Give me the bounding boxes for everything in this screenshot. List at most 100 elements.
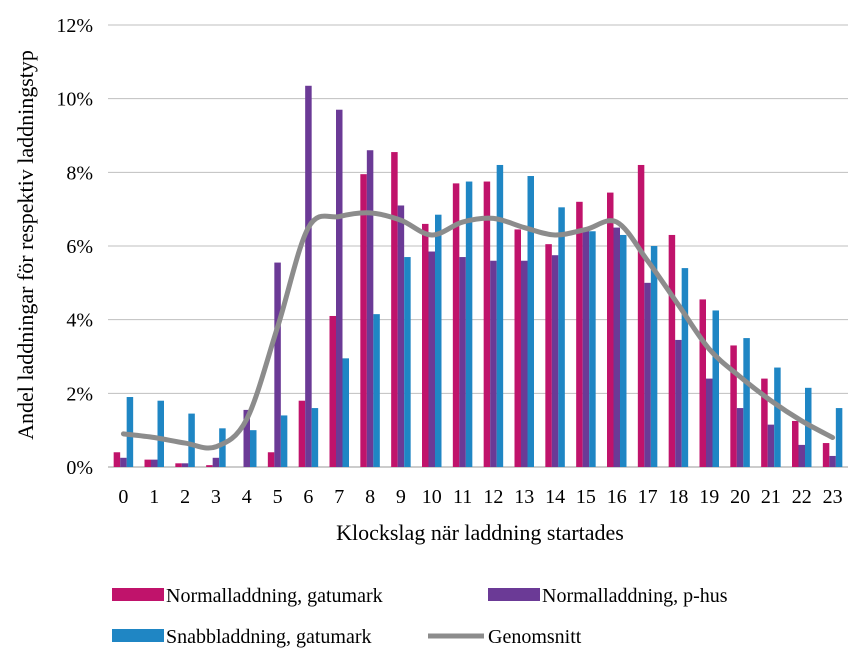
bar	[219, 428, 226, 467]
y-tick-label: 10%	[56, 89, 93, 111]
y-tick-label: 4%	[66, 310, 93, 332]
x-axis-title: Klockslag när laddning startades	[336, 520, 624, 545]
bar	[576, 201, 583, 468]
bar	[736, 408, 744, 467]
y-tick-label: 6%	[66, 236, 93, 258]
bar	[706, 378, 713, 467]
legend-label: Normalladdning, p-hus	[542, 585, 728, 607]
x-tick-label: 23	[823, 486, 843, 508]
bar	[483, 181, 491, 467]
bar	[743, 338, 750, 467]
x-tick-label: 5	[273, 486, 283, 508]
bar	[730, 345, 737, 467]
x-tick-label: 8	[365, 486, 375, 508]
x-tick-label: 15	[576, 486, 596, 508]
bar	[311, 408, 319, 467]
y-tick-label: 0%	[66, 457, 93, 479]
gridlines	[108, 24, 848, 468]
x-tick-label: 18	[668, 486, 688, 508]
bar	[699, 299, 706, 467]
bar	[243, 409, 250, 467]
legend-swatch	[112, 629, 164, 642]
bar	[644, 282, 651, 467]
bar	[490, 260, 497, 467]
bar	[151, 459, 158, 467]
x-tick-label: 14	[545, 486, 565, 508]
bar	[822, 443, 830, 467]
bar	[459, 257, 466, 467]
bar	[792, 420, 799, 467]
y-axis-title: Andel laddningar för respektiv laddnings…	[13, 50, 38, 440]
bar	[774, 367, 781, 467]
bar	[620, 234, 627, 467]
bar	[404, 257, 411, 467]
bar	[435, 214, 442, 467]
bar	[422, 223, 429, 467]
bar	[558, 207, 565, 467]
y-tick-label: 2%	[66, 383, 93, 405]
bar	[280, 415, 288, 467]
bar	[329, 315, 336, 467]
bar	[668, 234, 676, 467]
legend-label: Snabbladdning, gatumark	[166, 626, 372, 648]
x-tick-label: 7	[334, 486, 344, 508]
bar	[336, 109, 343, 467]
bar	[675, 339, 682, 467]
bar	[360, 174, 367, 468]
bar-series	[113, 85, 843, 468]
x-tick-label: 11	[453, 486, 472, 508]
bar	[188, 413, 195, 467]
bar	[113, 452, 121, 467]
x-tick-label: 19	[699, 486, 719, 508]
bar	[650, 246, 658, 467]
bar	[126, 397, 134, 467]
bar	[120, 457, 127, 467]
x-tick-label: 9	[396, 486, 406, 508]
bar	[373, 314, 380, 467]
bar	[465, 181, 473, 467]
x-tick-label: 1	[149, 486, 159, 508]
x-tick-label: 22	[792, 486, 812, 508]
bar	[274, 262, 281, 467]
bar	[175, 463, 182, 467]
y-axis-ticks: 0% 2% 4% 6% 8% 10% 12%	[56, 15, 93, 479]
bar	[761, 378, 768, 467]
bar	[366, 150, 374, 467]
bar	[613, 227, 620, 467]
average-line-path	[120, 210, 836, 451]
bar	[545, 244, 552, 467]
x-axis-ticks: 0 1 2 3 4 5 6 7 8 9 10 11 12 13 14 15 16 17 18 19 20 21 22 23	[118, 486, 842, 508]
bar	[712, 310, 719, 467]
bar	[305, 85, 312, 468]
bar	[582, 227, 590, 467]
x-tick-label: 13	[514, 486, 534, 508]
bar	[681, 268, 689, 467]
x-tick-label: 3	[211, 486, 221, 508]
bar	[428, 251, 435, 467]
bar	[267, 452, 275, 467]
x-tick-label: 10	[422, 486, 442, 508]
x-tick-label: 4	[242, 486, 252, 508]
bar	[181, 463, 189, 467]
bar	[798, 444, 805, 467]
bar	[521, 260, 528, 467]
legend-label: Genomsnitt	[488, 626, 582, 648]
bar	[527, 176, 534, 467]
x-tick-label: 2	[180, 486, 190, 508]
bar	[397, 205, 405, 467]
legend-label: Normalladdning, gatumark	[166, 585, 383, 607]
legend-swatch	[112, 588, 164, 601]
legend-swatch	[488, 588, 540, 601]
y-tick-label: 8%	[66, 162, 93, 184]
bar	[342, 358, 349, 467]
bar	[212, 457, 220, 467]
bar	[298, 400, 306, 467]
bar	[452, 183, 460, 467]
bar	[835, 408, 843, 467]
x-tick-label: 17	[638, 486, 658, 508]
bar	[250, 430, 257, 467]
x-tick-label: 6	[303, 486, 313, 508]
bar	[496, 164, 504, 467]
bar	[144, 459, 151, 467]
